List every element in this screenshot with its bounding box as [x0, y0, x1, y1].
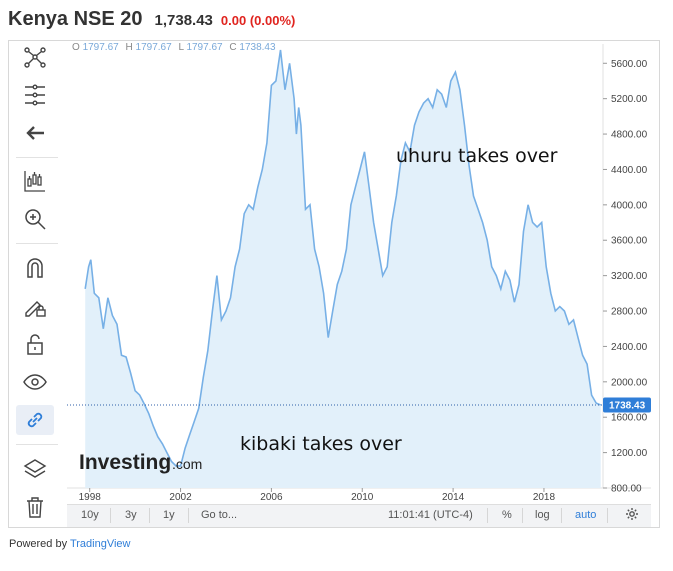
- goto-button[interactable]: Go to...: [201, 509, 238, 521]
- y-tick-label: 3200.00: [611, 271, 648, 282]
- bottom-toolbar: 10y 3y 1y Go to... 11:01:41 (UTC-4) % lo…: [67, 504, 651, 527]
- y-tick-label: 4400.00: [611, 165, 648, 176]
- trash-icon[interactable]: [16, 492, 54, 522]
- series-line: [84, 49, 602, 467]
- divider: [149, 508, 150, 523]
- unlock-icon[interactable]: [16, 329, 54, 359]
- y-tick-label: 4800.00: [611, 130, 648, 141]
- ohlc-legend: O 1797.67 H 1797.67 L 1797.67 C 1738.43: [72, 42, 276, 53]
- x-tick-label: 2002: [169, 492, 192, 503]
- ohlc-o-label: O: [72, 42, 80, 53]
- drawing-toolbar: [8, 40, 60, 528]
- range-10y-button[interactable]: 10y: [81, 509, 99, 521]
- toolbar-divider: [16, 157, 58, 158]
- y-tick-label: 2400.00: [611, 342, 648, 353]
- eye-icon[interactable]: [16, 367, 54, 397]
- y-tick-label: 3600.00: [611, 236, 648, 247]
- x-tick-label: 2010: [351, 492, 374, 503]
- link-icon[interactable]: [16, 405, 54, 435]
- chart-header: Kenya NSE 20 1,738.43 0.00 (0.00%): [8, 8, 295, 34]
- y-tick-label: 1200.00: [611, 448, 648, 459]
- fib-retracement-icon[interactable]: [16, 80, 54, 110]
- range-3y-button[interactable]: 3y: [125, 509, 137, 521]
- ohlc-h-value: 1797.67: [136, 42, 173, 53]
- divider: [561, 508, 562, 523]
- y-tick-label: 2000.00: [611, 377, 648, 388]
- price-change: 0.00 (0.00%): [220, 13, 296, 28]
- powered-by-label: Powered by: [9, 538, 68, 550]
- watermark-brand: Investing: [79, 451, 171, 474]
- x-tick-label: 2014: [442, 492, 465, 503]
- y-tick-label: 2800.00: [611, 307, 648, 318]
- last-price-label: 1738.43: [603, 397, 651, 413]
- watermark-suffix: .com: [172, 456, 202, 472]
- annotation-uhuru[interactable]: uhuru takes over: [396, 145, 558, 167]
- investing-watermark: Investing .com: [79, 451, 202, 474]
- y-tick-label: 4000.00: [611, 200, 648, 211]
- x-tick-label: 2018: [533, 492, 556, 503]
- ohlc-c-label: C: [229, 42, 236, 53]
- y-tick-label: 5600.00: [611, 59, 648, 70]
- annotation-kibaki[interactable]: kibaki takes over: [240, 433, 402, 455]
- settings-gear-icon[interactable]: [625, 507, 639, 524]
- divider: [188, 508, 189, 523]
- layers-icon[interactable]: [16, 454, 54, 484]
- price-axis: 800.00 1200.00 1600.00 2000.00 2400.00 2800.0…: [603, 59, 648, 495]
- candles-pattern-icon[interactable]: [16, 166, 54, 196]
- y-tick-label: 1600.00: [611, 413, 648, 424]
- auto-scale-toggle[interactable]: auto: [575, 509, 597, 521]
- last-price-label-text: 1738.43: [609, 400, 646, 411]
- zoom-in-icon[interactable]: [16, 204, 54, 234]
- x-tick-label: 2006: [260, 492, 283, 503]
- pencil-lock-icon[interactable]: [16, 291, 54, 321]
- cross-network-icon[interactable]: [16, 42, 54, 72]
- arrow-left-icon[interactable]: [16, 118, 54, 148]
- last-price: 1,738.43: [154, 12, 213, 29]
- clock-readout[interactable]: 11:01:41 (UTC-4): [388, 509, 473, 521]
- magnet-icon[interactable]: [16, 253, 54, 283]
- ohlc-l-value: 1797.67: [186, 42, 223, 53]
- time-axis: 1998 2002 2006 2010 2014 2018: [79, 488, 556, 503]
- divider: [110, 508, 111, 523]
- ohlc-o-value: 1797.67: [83, 42, 120, 53]
- x-tick-label: 1998: [79, 492, 102, 503]
- tradingview-link[interactable]: TradingView: [69, 538, 131, 550]
- percent-toggle[interactable]: %: [502, 509, 512, 521]
- area-series: [84, 49, 602, 488]
- divider: [487, 508, 488, 523]
- y-tick-label: 800.00: [611, 484, 642, 495]
- toolbar-divider: [16, 243, 58, 244]
- ohlc-l-label: L: [178, 42, 184, 53]
- divider: [522, 508, 523, 523]
- powered-by: Powered by TradingView: [9, 538, 131, 550]
- ohlc-c-value: 1738.43: [239, 42, 276, 53]
- divider: [607, 508, 608, 523]
- ohlc-h-label: H: [126, 42, 133, 53]
- toolbar-divider: [16, 444, 58, 445]
- log-toggle[interactable]: log: [535, 509, 550, 521]
- range-1y-button[interactable]: 1y: [163, 509, 175, 521]
- y-tick-label: 5200.00: [611, 94, 648, 105]
- symbol-title: Kenya NSE 20: [8, 8, 143, 30]
